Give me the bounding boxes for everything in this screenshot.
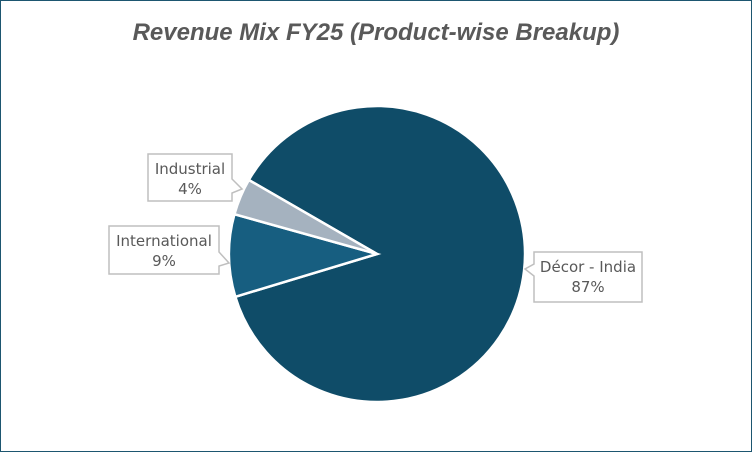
- callout-box: [108, 225, 231, 275]
- data-label-value: 87%: [571, 278, 604, 296]
- data-label-category: Industrial: [155, 160, 225, 178]
- chart-title: Revenue Mix FY25 (Product-wise Breakup): [132, 19, 620, 46]
- callout-box: [147, 153, 244, 202]
- data-label-d-cor-india: Décor - India 87%: [523, 251, 643, 303]
- data-label-category: Décor - India: [540, 258, 636, 276]
- data-label-international: International 9%: [108, 225, 231, 275]
- pie-slice-international: [227, 212, 382, 299]
- data-label-value: 4%: [178, 180, 202, 198]
- callout-box: [523, 251, 643, 303]
- data-label-industrial: Industrial 4%: [147, 153, 244, 202]
- pie-slice-industrial: [232, 178, 378, 256]
- data-label-category: International: [116, 232, 212, 250]
- data-label-value: 9%: [152, 252, 176, 270]
